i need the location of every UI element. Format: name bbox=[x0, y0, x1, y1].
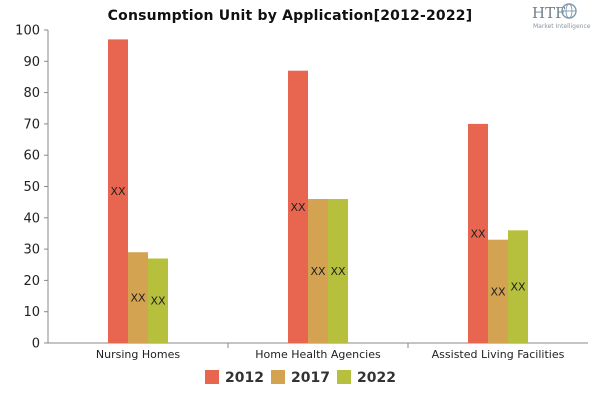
y-tick-label: 0 bbox=[32, 337, 40, 352]
y-tick-label: 70 bbox=[23, 117, 40, 132]
y-tick-label: 60 bbox=[23, 149, 40, 164]
bar-2017-1 bbox=[128, 252, 148, 343]
data-label: XX bbox=[470, 227, 486, 240]
y-tick-label: 20 bbox=[23, 274, 40, 289]
legend-swatch-2017 bbox=[271, 370, 285, 384]
logo-subtext: Market Intelligence bbox=[533, 23, 591, 30]
bar-2017-2 bbox=[308, 199, 328, 343]
x-category-label: Nursing Homes bbox=[96, 348, 180, 361]
bar-2022-3 bbox=[508, 230, 528, 343]
data-label: XX bbox=[290, 201, 306, 214]
bar-2012-1 bbox=[108, 39, 128, 343]
bar-2017-3 bbox=[488, 239, 508, 343]
data-label: XX bbox=[150, 295, 166, 308]
y-tick-label: 80 bbox=[23, 86, 40, 101]
y-tick-label: 30 bbox=[23, 243, 40, 258]
htf-logo: HTF Market Intelligence bbox=[532, 3, 591, 30]
data-label: XX bbox=[310, 265, 326, 278]
bars-layer bbox=[108, 39, 528, 344]
logo-text: HTF bbox=[532, 4, 566, 22]
bar-2012-2 bbox=[288, 70, 308, 343]
x-category-label: Home Health Agencies bbox=[255, 348, 381, 361]
data-label: XX bbox=[330, 265, 346, 278]
y-tick-label: 50 bbox=[23, 180, 40, 195]
bar-2012-3 bbox=[468, 123, 488, 344]
y-tick-label: 100 bbox=[15, 24, 40, 39]
data-label: XX bbox=[130, 292, 146, 305]
data-label: XX bbox=[490, 285, 506, 298]
y-tick-label: 10 bbox=[23, 305, 40, 320]
data-labels-layer: XX XX XX XX XX XX XX XX XX bbox=[110, 185, 526, 308]
legend-swatch-2012 bbox=[205, 370, 219, 384]
legend-swatch-2022 bbox=[337, 370, 351, 384]
legend-label: 2022 bbox=[357, 370, 396, 386]
legend: 2012 2017 2022 bbox=[205, 370, 396, 386]
y-tick-label: 40 bbox=[23, 211, 40, 226]
bar-2022-2 bbox=[328, 199, 348, 343]
y-tick-label: 90 bbox=[23, 55, 40, 70]
x-category-label: Assisted Living Facilities bbox=[432, 348, 565, 361]
bar-2022-1 bbox=[148, 258, 168, 343]
legend-label: 2017 bbox=[291, 370, 330, 386]
legend-label: 2012 bbox=[225, 370, 264, 386]
data-label: XX bbox=[110, 185, 126, 198]
data-label: XX bbox=[510, 281, 526, 294]
chart-title: Consumption Unit by Application[2012-202… bbox=[108, 8, 473, 24]
